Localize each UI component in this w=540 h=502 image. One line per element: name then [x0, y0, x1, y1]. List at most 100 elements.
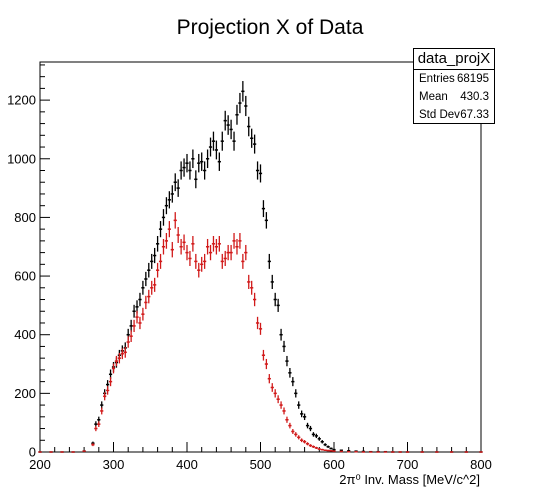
data-point	[120, 348, 124, 360]
data-point	[214, 238, 218, 255]
x-tick-label: 400	[176, 457, 198, 472]
data-point	[176, 227, 180, 243]
data-point	[161, 238, 166, 255]
data-point	[267, 253, 271, 269]
data-point	[238, 233, 242, 249]
data-point	[129, 330, 133, 343]
data-point	[153, 247, 157, 264]
data-point	[238, 92, 242, 114]
data-point	[244, 95, 248, 117]
x-tick-label: 300	[103, 457, 125, 472]
data-point	[244, 244, 248, 261]
data-point	[97, 421, 101, 428]
data-point	[153, 277, 157, 292]
data-point	[258, 322, 263, 335]
data-point	[291, 429, 295, 434]
data-point	[317, 436, 321, 441]
data-point	[223, 250, 227, 266]
data-point	[320, 448, 324, 451]
data-point	[200, 152, 204, 171]
data-point	[205, 149, 210, 169]
data-point	[311, 432, 316, 437]
data-point	[103, 392, 107, 401]
data-point	[294, 432, 298, 437]
data-point	[329, 447, 333, 450]
data-point	[311, 445, 316, 448]
data-point	[323, 449, 327, 451]
data-point	[229, 119, 233, 140]
data-point	[332, 448, 336, 451]
data-point	[179, 238, 183, 255]
data-point	[235, 104, 239, 125]
data-point	[123, 346, 127, 358]
data-point	[250, 128, 254, 148]
data-point	[229, 244, 233, 261]
data-point	[211, 131, 216, 151]
data-point	[217, 235, 221, 252]
data-point	[288, 422, 292, 429]
data-point	[200, 256, 204, 272]
y-tick-label: 400	[14, 327, 36, 342]
stats-mean-row: Mean 430.3	[414, 88, 494, 106]
data-point	[303, 440, 307, 444]
data-point	[255, 316, 260, 330]
data-point	[208, 244, 213, 261]
data-point	[291, 377, 295, 387]
data-point	[323, 443, 327, 447]
data-point	[235, 238, 239, 255]
stats-entries-value: 68195	[457, 73, 489, 85]
data-point	[211, 235, 216, 252]
data-point	[282, 407, 286, 415]
data-point	[185, 244, 189, 261]
data-point	[253, 134, 257, 154]
data-point	[223, 110, 227, 131]
data-point	[250, 280, 254, 295]
data-point	[267, 374, 271, 384]
data-point	[285, 416, 289, 423]
data-point	[270, 383, 274, 392]
data-point	[167, 221, 171, 238]
data-point	[282, 340, 286, 352]
data-point	[100, 407, 104, 415]
data-point	[129, 319, 133, 332]
data-point	[241, 253, 245, 269]
data-point	[132, 319, 136, 332]
data-point	[220, 253, 224, 269]
y-tick-label: 200	[14, 386, 36, 401]
data-point	[264, 358, 268, 370]
data-point	[329, 450, 333, 452]
data-point	[303, 413, 307, 421]
y-tick-label: 800	[14, 210, 36, 225]
data-point	[150, 253, 154, 269]
data-point	[314, 433, 318, 439]
data-point	[164, 233, 169, 249]
data-points	[38, 81, 483, 453]
data-point	[158, 253, 163, 269]
data-point	[117, 352, 121, 364]
data-point	[226, 244, 230, 261]
data-point	[197, 262, 201, 278]
data-point	[300, 410, 304, 418]
data-point	[197, 153, 201, 173]
stats-entries-row: Entries 68195	[414, 70, 494, 88]
data-point	[247, 274, 251, 289]
data-point	[205, 238, 210, 255]
data-point	[305, 442, 310, 446]
data-point	[305, 422, 310, 429]
data-point	[279, 401, 283, 409]
data-point	[273, 292, 277, 307]
x-tick-label: 800	[470, 457, 492, 472]
data-point	[182, 234, 186, 251]
stats-mean-label: Mean	[419, 91, 448, 103]
data-point	[106, 386, 110, 395]
data-point	[297, 435, 301, 440]
data-point	[220, 131, 224, 151]
data-point	[94, 425, 98, 432]
data-point	[141, 307, 145, 321]
data-point	[276, 298, 280, 312]
data-point	[144, 295, 148, 310]
x-tick-label: 200	[29, 457, 51, 472]
data-point	[317, 448, 321, 450]
data-point	[167, 191, 171, 209]
